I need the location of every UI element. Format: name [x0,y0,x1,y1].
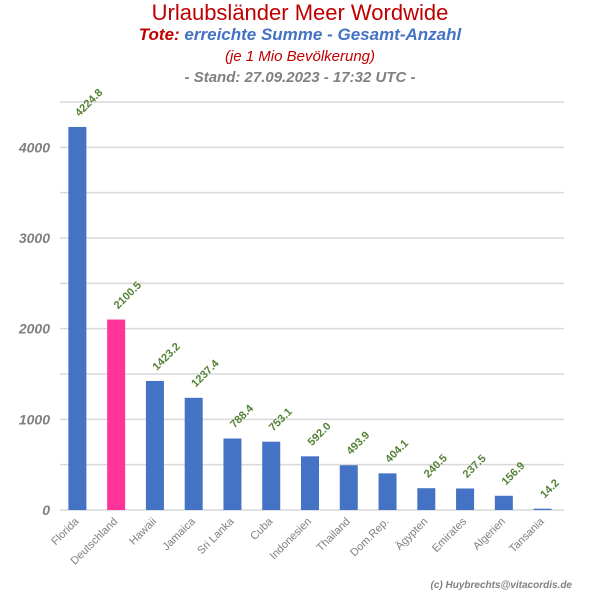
bar [262,441,281,510]
bar [533,508,552,510]
x-tick-label: Ägypten [393,516,430,553]
x-tick-label: Florida [49,515,82,548]
x-tick-label: Hawaii [127,516,159,548]
bar [107,319,126,510]
data-label: 4224.8 [73,87,105,119]
x-tick-label: Sri Lanka [195,515,237,557]
data-label: 493.9 [344,429,372,457]
data-label: 14.2 [538,477,562,501]
x-tick-label: Tansania [507,515,547,555]
credit-text: (c) Huybrechts@vitacordis.de [430,580,572,591]
data-label: 2100.5 [112,279,144,311]
x-tick-label: Cuba [248,515,276,543]
data-label: 592.0 [306,420,334,448]
bar [417,488,436,510]
x-tick-label: Indonesien [268,516,315,563]
bar [223,438,242,510]
y-tick-label: 0 [42,502,50,518]
chart-title: Urlaubsländer Meer Wordwide [151,0,449,25]
bar [378,473,397,510]
x-tick-label: Dom.Rep. [348,516,392,560]
chart-subtitle: Tote: erreichte Summe - Gesamt-Anzahl [0,25,600,45]
x-tick-label: Emirates [430,515,470,555]
data-label: 1423.2 [151,341,183,373]
x-tick-label: Algerien [471,516,508,553]
x-tick-label: Thailand [315,516,353,554]
data-label: 404.1 [383,438,411,466]
subtitle-prefix: Tote: [138,25,180,44]
bar [145,380,164,510]
y-tick-label: 3000 [19,230,50,246]
bar [339,465,358,510]
bar [184,397,203,510]
y-tick-label: 4000 [18,139,50,155]
chart-subtitle-unit: (je 1 Mio Bevölkerung) [224,48,376,65]
bar [456,488,475,510]
x-tick-label: Jamaica [160,515,198,553]
bar [301,456,319,510]
bar [494,495,513,510]
subtitle-main: erreichte Summe - Gesamt-Anzahl [184,25,462,44]
y-tick-label: 2000 [18,321,50,337]
data-label: 237.5 [461,453,489,481]
data-label: 788.4 [228,402,257,431]
y-tick-label: 1000 [19,411,50,427]
chart-subtitle-date: - Stand: 27.09.2023 - 17:32 UTC - [184,69,416,86]
bar [68,126,87,510]
data-label: 240.5 [422,452,450,480]
